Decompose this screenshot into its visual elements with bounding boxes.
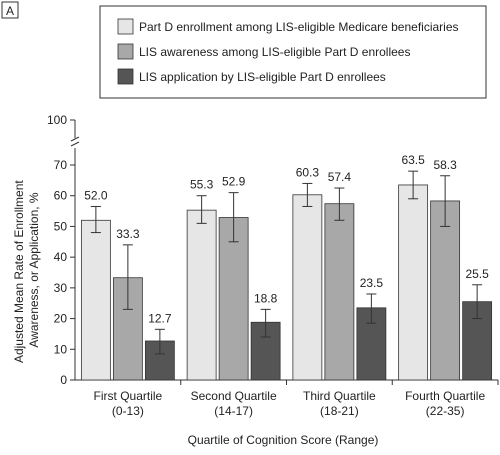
- legend-label-2: LIS awareness among LIS-eligible Part D …: [139, 45, 410, 59]
- y-axis-break-mark-2: [70, 136, 80, 142]
- value-label-s3-c4: 25.5: [465, 267, 489, 281]
- value-label-s2-c2: 52.9: [222, 175, 246, 189]
- x-tick-range-1: (0-13): [112, 404, 144, 418]
- value-label-s3-c2: 18.8: [254, 291, 278, 305]
- x-tick-label-3: Third Quartile: [303, 389, 376, 403]
- value-label-s1-c2: 55.3: [190, 178, 214, 192]
- legend-swatch-2: [117, 43, 134, 60]
- y-tick-label-70: 70: [54, 158, 68, 172]
- legend-swatch-1: [117, 18, 134, 35]
- bar-s2-c4: [430, 200, 461, 381]
- panel-label: A: [6, 4, 14, 18]
- value-label-s1-c3: 60.3: [296, 165, 320, 179]
- value-label-s3-c3: 23.5: [360, 276, 384, 290]
- x-tick-label-2: Second Quartile: [191, 389, 277, 403]
- bar-s2-c1: [112, 277, 143, 381]
- y-tick-label-60: 60: [54, 189, 68, 203]
- x-tick-label-1: First Quartile: [94, 389, 163, 403]
- y-tick-label-100: 100: [47, 113, 67, 127]
- x-tick-range-2: (14-17): [214, 404, 253, 418]
- y-tick-label-0: 0: [60, 373, 67, 387]
- x-axis-title: Quartile of Cognition Score (Range): [188, 433, 379, 447]
- x-tick-label-4: Fourth Quartile: [405, 389, 485, 403]
- value-label-s3-c1: 12.7: [148, 311, 172, 325]
- value-label-s2-c1: 33.3: [116, 227, 140, 241]
- x-tick-range-3: (18-21): [320, 404, 359, 418]
- y-axis-title: Adjusted Mean Rate of Enrollment Awarene…: [12, 177, 41, 363]
- y-tick-label-30: 30: [54, 281, 68, 295]
- y-tick-label-10: 10: [54, 342, 68, 356]
- bar-s1-c3: [292, 194, 323, 381]
- bar-s1-c2: [186, 209, 217, 381]
- value-label-s1-c4: 63.5: [401, 153, 425, 167]
- y-axis-break-mark-1: [70, 141, 80, 147]
- x-tick-range-4: (22-35): [426, 404, 465, 418]
- value-label-s2-c3: 57.4: [328, 170, 352, 184]
- legend-swatch-3: [117, 68, 134, 85]
- bar-s1-c4: [398, 184, 429, 381]
- value-label-s2-c4: 58.3: [433, 158, 457, 172]
- y-axis-title-line-2: Awareness, or Application, %: [27, 192, 41, 348]
- value-label-s1-c1: 52.0: [84, 188, 108, 202]
- legend-label-1: Part D enrollment among LIS-eligible Med…: [139, 20, 459, 34]
- legend-box: [99, 5, 487, 99]
- y-axis-title-line-1: Adjusted Mean Rate of Enrollment: [12, 180, 26, 363]
- legend-label-3: LIS application by LIS-eligible Part D e…: [139, 70, 386, 84]
- bar-s1-c1: [80, 219, 111, 381]
- chart-marks: First Quartile(0-13) 52.0 33.3 12.7 Second Q…: [80, 153, 499, 418]
- panel-label-box: [1, 1, 19, 19]
- bar-s2-c3: [324, 203, 355, 381]
- y-tick-label-50: 50: [54, 219, 68, 233]
- legend: Part D enrollment among LIS-eligible Med…: [99, 5, 487, 99]
- y-tick-label-40: 40: [54, 250, 68, 264]
- y-tick-label-20: 20: [54, 312, 68, 326]
- bar-s2-c2: [218, 217, 249, 381]
